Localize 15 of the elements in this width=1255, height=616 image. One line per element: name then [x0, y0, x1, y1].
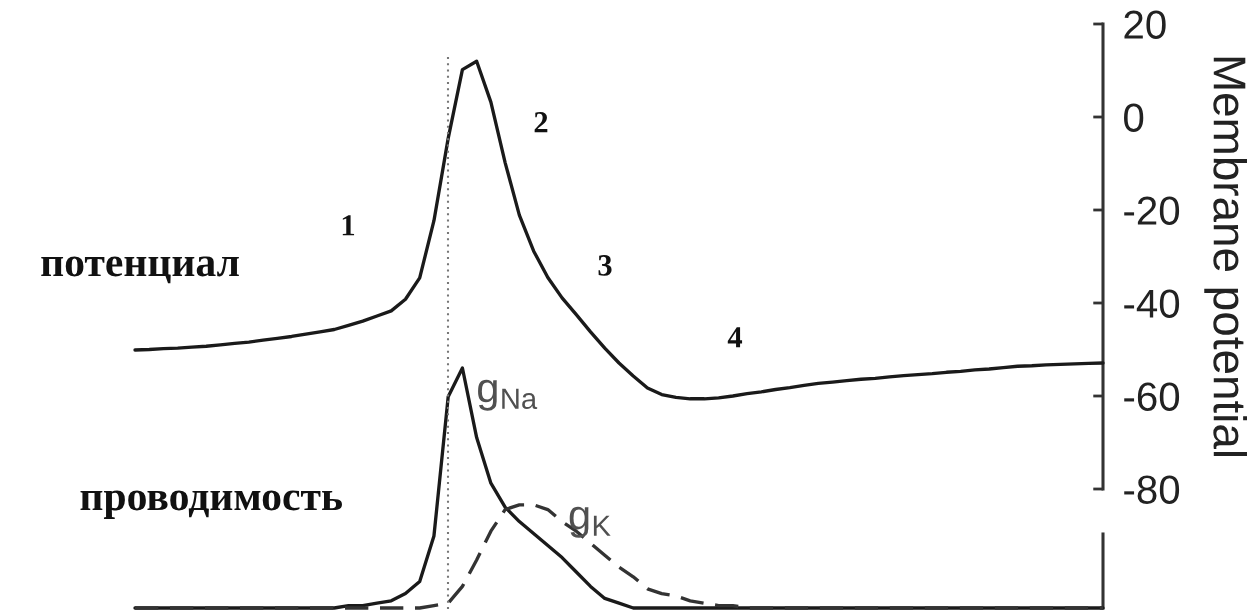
series-label: g$_{K}$	[569, 506, 611, 538]
y-tick-label: 0	[1124, 103, 1144, 132]
annotation: 3	[598, 255, 612, 276]
y-tick-label: 20	[1124, 10, 1166, 39]
annotation: потенциал	[41, 256, 239, 284]
y-tick-label: -40	[1124, 289, 1180, 318]
annotation: 2	[534, 112, 548, 133]
y-tick-label: -20	[1124, 196, 1180, 225]
annotation: 1	[342, 215, 355, 236]
y-tick-label: -80	[1124, 475, 1180, 504]
annotation: 4	[727, 327, 743, 348]
y-tick-label: -60	[1124, 382, 1180, 411]
y-axis-title: Membrane potential	[1204, 57, 1247, 456]
annotation: проводимость	[80, 490, 342, 519]
series-label: g$_{Na}$	[478, 379, 538, 411]
